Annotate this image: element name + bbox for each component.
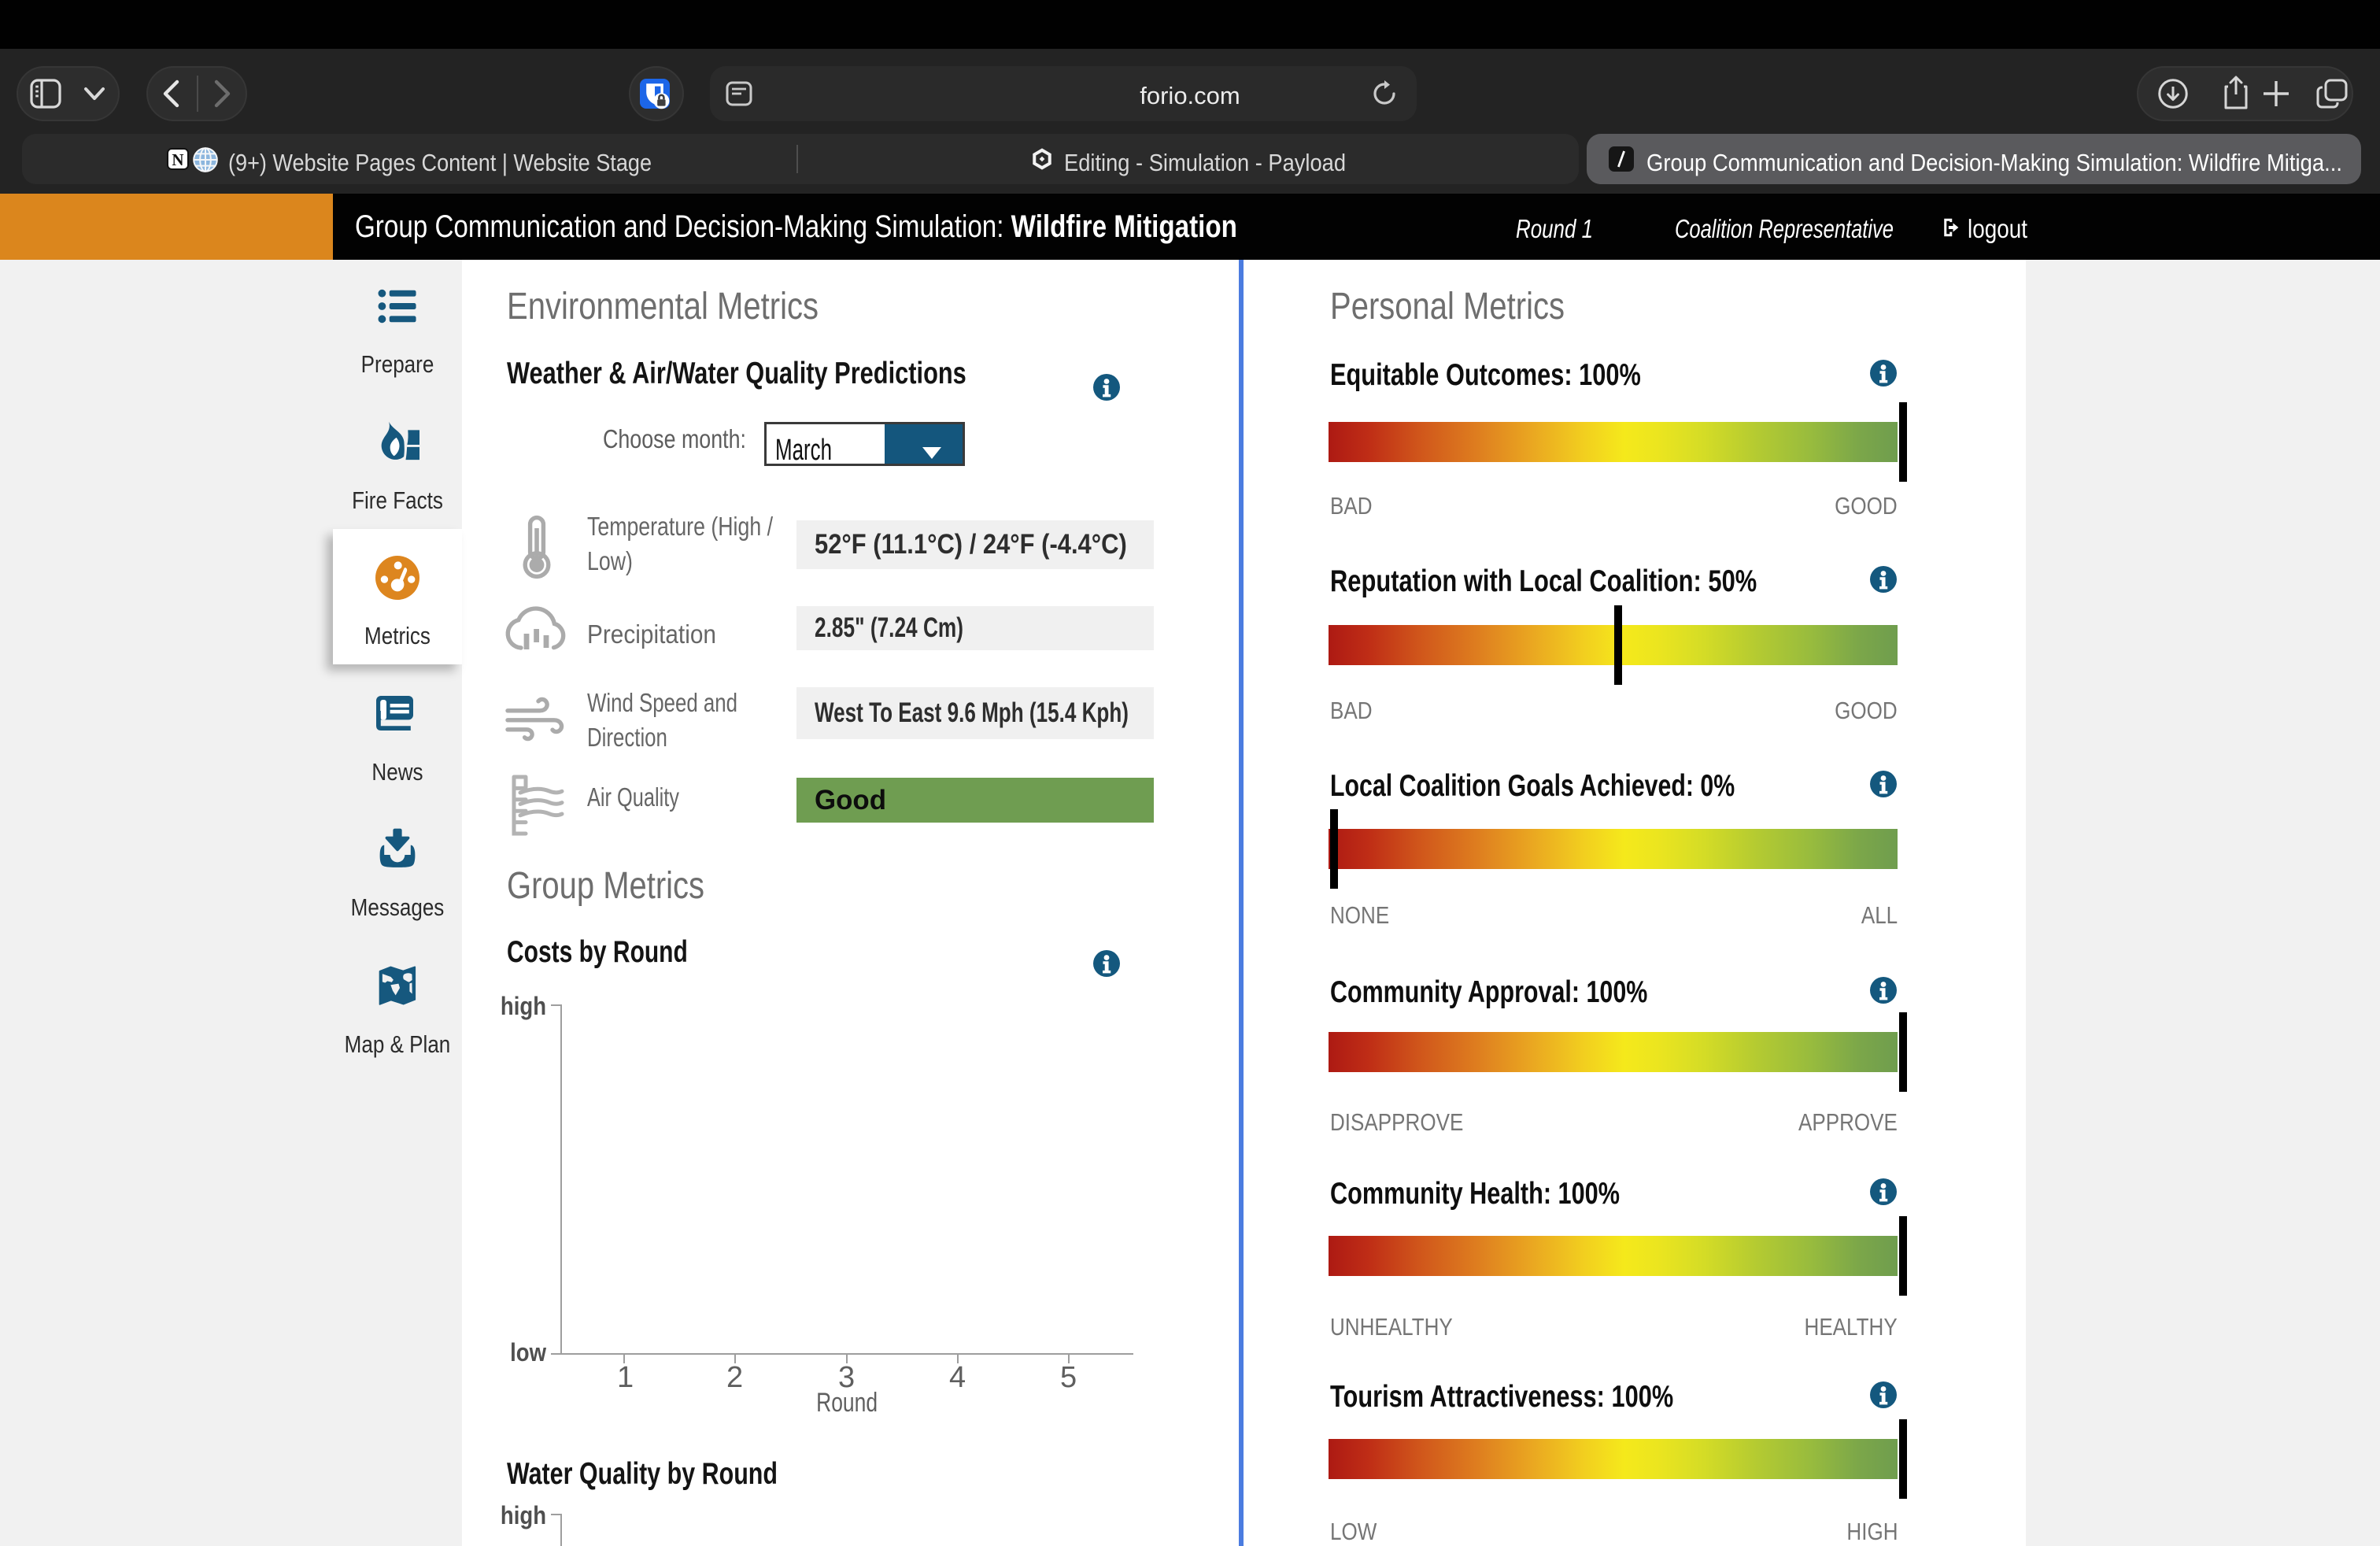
svg-text:N: N bbox=[172, 150, 183, 169]
